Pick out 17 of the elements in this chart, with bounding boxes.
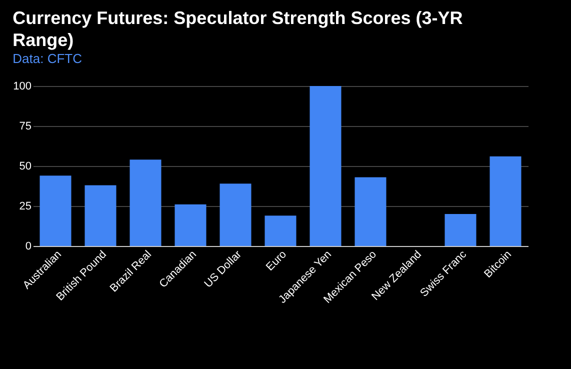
y-tick-label: 0 — [25, 240, 32, 252]
bar — [84, 185, 116, 246]
chart-subtitle: Data: CFTC — [12, 51, 82, 66]
bar — [40, 176, 72, 246]
chart-title: Currency Futures: Speculator Strength Scores (3-YR Range) — [12, 8, 463, 50]
y-tick-label: 25 — [19, 200, 32, 212]
bar — [220, 184, 252, 246]
y-tick-label: 50 — [19, 160, 32, 172]
bar — [354, 177, 386, 246]
bar — [174, 204, 206, 246]
bar — [264, 216, 296, 246]
bar — [490, 156, 522, 246]
bar — [444, 214, 476, 246]
bar — [310, 86, 342, 246]
bar — [130, 160, 162, 246]
y-tick-label: 100 — [13, 80, 32, 92]
y-tick-label: 75 — [19, 120, 32, 132]
